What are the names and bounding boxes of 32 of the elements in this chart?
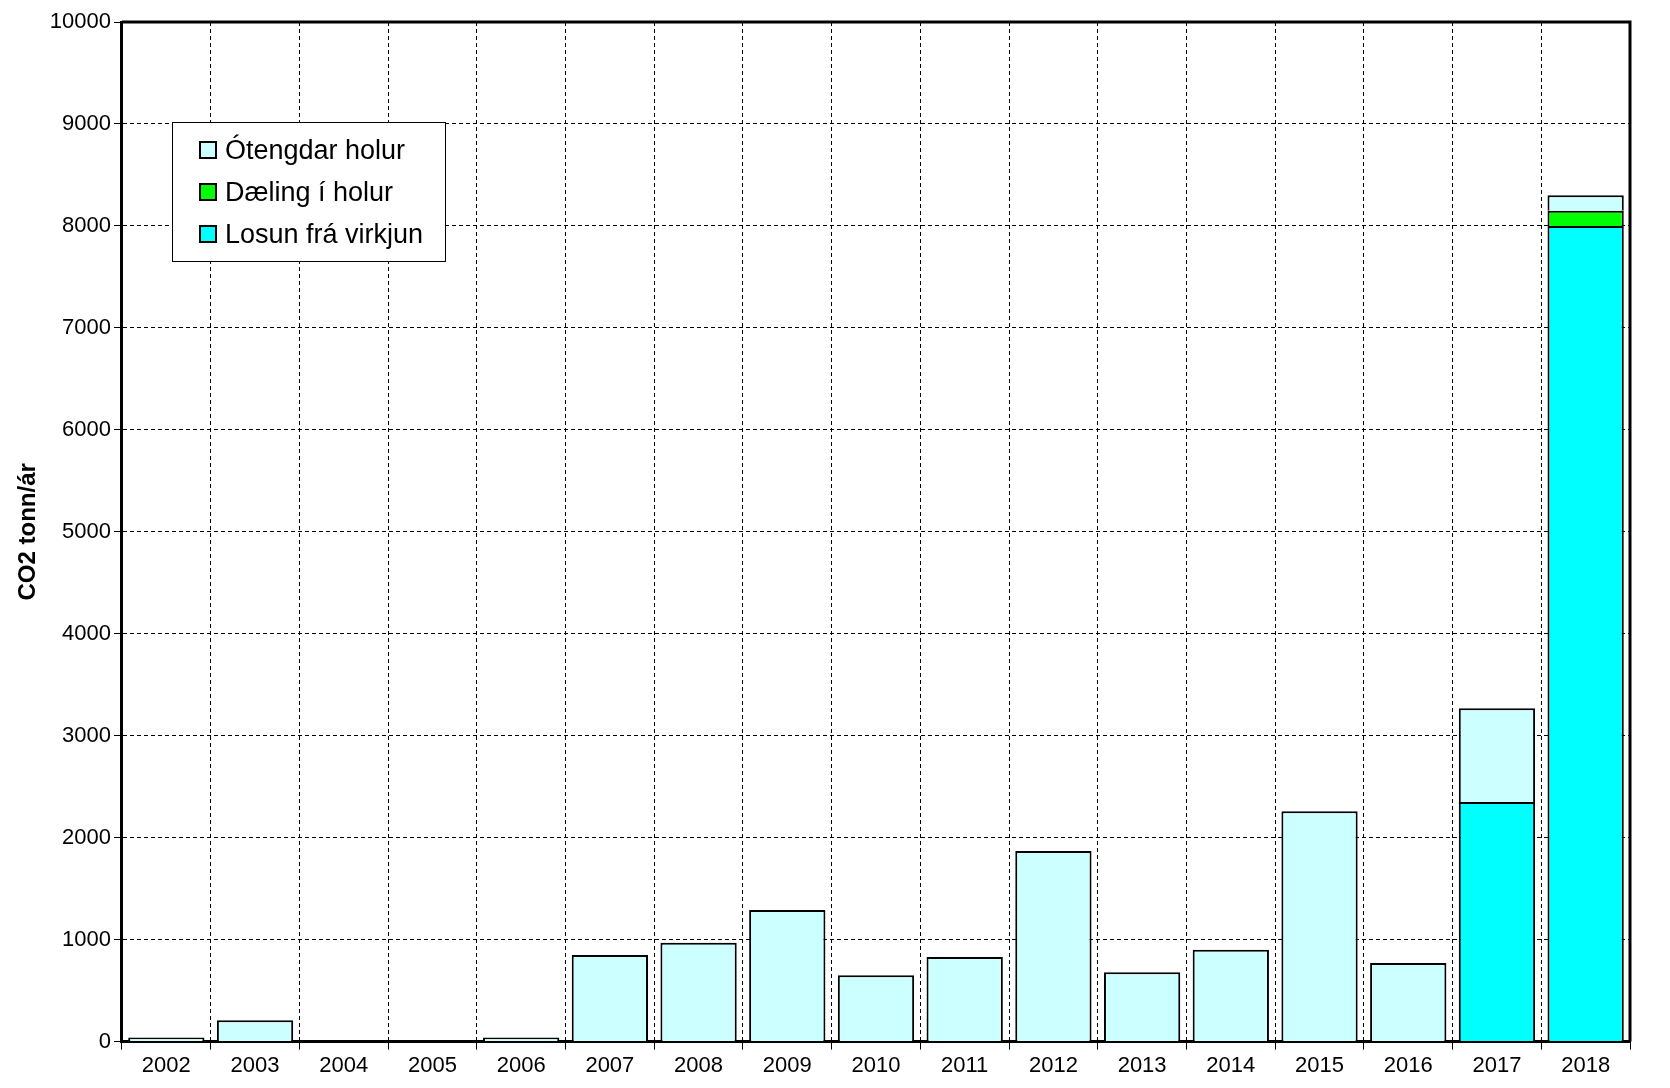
x-tick-label: 2011 — [941, 1051, 989, 1077]
y-tick-label: 0 — [98, 1027, 111, 1053]
y-tick-label: 3000 — [62, 721, 111, 747]
x-tick-label: 2008 — [674, 1051, 724, 1077]
x-tick-label: 2012 — [1028, 1051, 1078, 1077]
x-tick-label: 2016 — [1383, 1051, 1433, 1077]
x-tick-label: 2013 — [1117, 1051, 1167, 1077]
y-tick-label: 5000 — [62, 517, 111, 543]
x-tick-label: 2007 — [585, 1051, 635, 1077]
x-tick-label: 2002 — [141, 1051, 191, 1077]
x-tick-label: 2004 — [319, 1051, 369, 1077]
y-axis-title: CO2 tonn/ár — [13, 463, 41, 601]
legend-label: Ótengdar holur — [224, 133, 406, 167]
x-tick-label: 2009 — [762, 1051, 812, 1077]
x-tick-label: 2017 — [1472, 1051, 1522, 1077]
x-tick-label: 2015 — [1295, 1051, 1344, 1077]
y-tick-label: 10000 — [49, 8, 111, 34]
legend-label: Dæling í holur — [224, 176, 394, 209]
y-tick-label: 2000 — [62, 823, 111, 849]
x-tick-label: 2005 — [407, 1051, 457, 1077]
legend-label: Losun frá virkjun — [224, 218, 424, 251]
y-tick-label: 7000 — [62, 313, 111, 339]
x-tick-label: 2014 — [1206, 1051, 1256, 1077]
x-tick-label: 2006 — [496, 1051, 546, 1077]
y-tick-label: 4000 — [62, 619, 111, 645]
x-tick-label: 2003 — [230, 1051, 280, 1077]
y-tick-label: 9000 — [62, 110, 111, 136]
y-tick-label: 6000 — [62, 415, 111, 441]
y-tick-label: 8000 — [62, 211, 111, 237]
x-tick-label: 2010 — [851, 1051, 901, 1077]
y-tick-label: 1000 — [62, 925, 111, 951]
x-tick-label: 2018 — [1561, 1051, 1611, 1077]
